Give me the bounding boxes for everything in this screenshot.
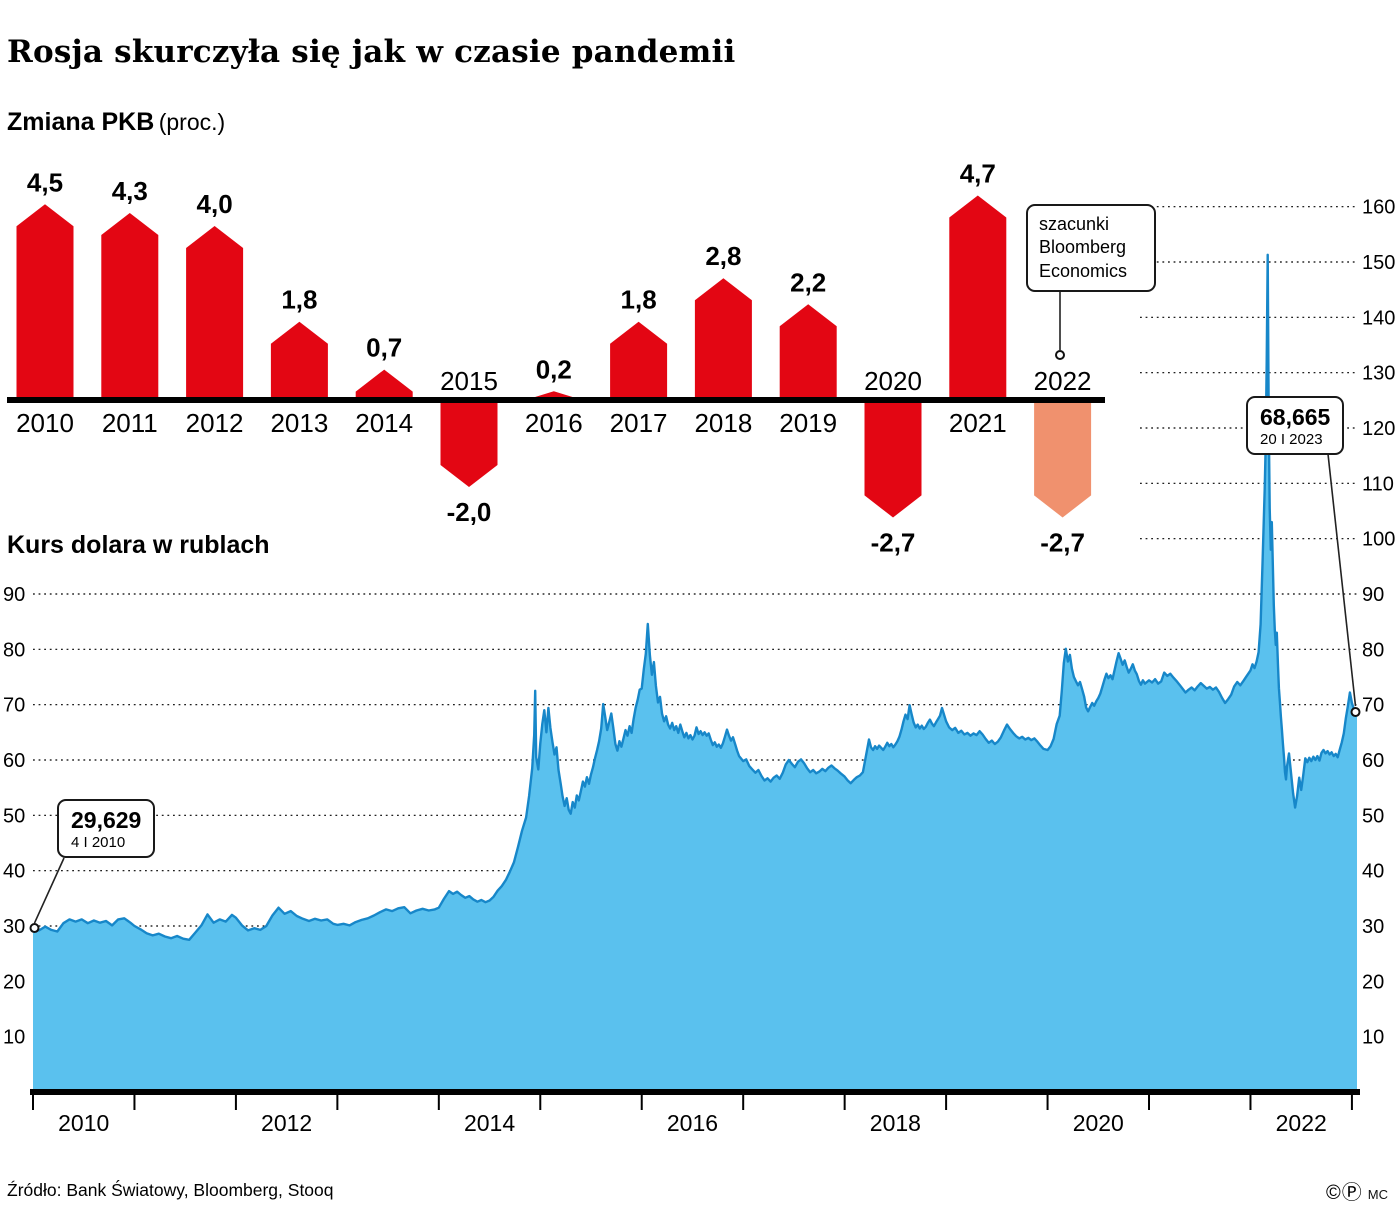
page-title: Rosja skurczyła się jak w czasie pandemi… [7, 34, 736, 70]
y-axis-label-right-130: 130 [1362, 363, 1395, 385]
y-axis-label-right-120: 120 [1362, 418, 1395, 440]
estimate-annotation: szacunki Bloomberg Economics [1026, 204, 1156, 293]
gdp-value-2017: 1,8 [621, 285, 657, 315]
gdp-value-2016: 0,2 [536, 354, 572, 384]
gdp-value-2013: 1,8 [281, 285, 317, 315]
gdp-bar-2022 [1034, 400, 1092, 518]
credits: ©Ⓟ MC [1326, 1176, 1388, 1205]
y-axis-label-right-90: 90 [1362, 584, 1384, 606]
y-axis-label-right-80: 80 [1362, 639, 1384, 661]
usdrub-area [33, 254, 1357, 1093]
annotation-marker [1055, 350, 1065, 360]
x-axis-label-2010: 2010 [58, 1110, 109, 1136]
gdp-value-2012: 4,0 [197, 189, 233, 219]
gdp-bar-2011 [101, 213, 159, 400]
y-axis-label-right-160: 160 [1362, 197, 1395, 219]
y-axis-label-right-140: 140 [1362, 307, 1395, 329]
gdp-value-2018: 2,8 [705, 241, 741, 271]
y-axis-label-left-60: 60 [3, 750, 25, 772]
x-axis-label-2014: 2014 [464, 1110, 515, 1136]
y-axis-label-left-70: 70 [3, 695, 25, 717]
gdp-value-2011: 4,3 [112, 176, 148, 206]
y-axis-label-right-30: 30 [1362, 916, 1384, 938]
gdp-bar-2018 [694, 278, 752, 400]
copyright-icons: ©Ⓟ [1326, 1182, 1363, 1204]
y-axis-label-left-90: 90 [3, 584, 25, 606]
gdp-chart-heading: Zmiana PKB (proc.) [7, 108, 225, 137]
gdp-value-2019: 2,2 [790, 267, 826, 297]
y-axis-label-left-20: 20 [3, 971, 25, 993]
start-value-callout: 29,629 4 I 2010 [57, 799, 156, 859]
y-axis-label-left-10: 10 [3, 1027, 25, 1049]
start-callout-connector [33, 857, 65, 924]
gdp-year-2015: 2015 [440, 366, 498, 396]
gdp-year-2021: 2021 [949, 408, 1007, 438]
end-value: 68,665 [1260, 404, 1331, 430]
footer: Źródło: Bank Światowy, Bloomberg, Stooq [7, 1180, 334, 1201]
end-callout-connector [1327, 453, 1357, 707]
gdp-year-2014: 2014 [355, 408, 413, 438]
source-note: Źródło: Bank Światowy, Bloomberg, Stooq [7, 1180, 334, 1200]
start-point-marker [29, 923, 40, 934]
x-axis-label-2016: 2016 [667, 1110, 718, 1136]
gdp-year-2020: 2020 [864, 366, 922, 396]
y-axis-label-left-40: 40 [3, 861, 25, 883]
start-value: 29,629 [71, 807, 142, 833]
usdrub-line [32, 253, 1358, 941]
gdp-bar-2012 [186, 226, 244, 400]
gdp-bar-2010 [16, 204, 74, 400]
gdp-value-2022: -2,7 [1040, 527, 1085, 557]
y-axis-label-left-50: 50 [3, 805, 25, 827]
gdp-year-2017: 2017 [610, 408, 668, 438]
gdp-value-2010: 4,5 [27, 167, 63, 197]
author-initials: MC [1367, 1187, 1388, 1202]
gdp-year-2010: 2010 [16, 408, 74, 438]
gdp-year-2022: 2022 [1034, 366, 1092, 396]
x-axis-label-2020: 2020 [1073, 1110, 1124, 1136]
end-date: 20 I 2023 [1260, 431, 1323, 449]
y-axis-label-left-80: 80 [3, 639, 25, 661]
start-date: 4 I 2010 [71, 834, 126, 852]
gdp-year-2016: 2016 [525, 408, 583, 438]
fx-chart-heading: Kurs dolara w rublach [7, 531, 270, 559]
gdp-bar-2013 [270, 321, 328, 400]
gdp-bar-2019 [779, 304, 837, 400]
gdp-bar-2017 [610, 321, 668, 400]
x-axis-label-2022: 2022 [1276, 1110, 1327, 1136]
x-axis-label-2012: 2012 [261, 1110, 312, 1136]
gdp-bar-2021 [949, 195, 1007, 400]
y-axis-label-right-20: 20 [1362, 971, 1384, 993]
gdp-value-2015: -2,0 [447, 497, 492, 527]
y-axis-label-right-150: 150 [1362, 252, 1395, 274]
gdp-value-2020: -2,7 [871, 527, 916, 557]
gdp-heading-suffix: (proc.) [158, 109, 226, 135]
end-value-callout: 68,665 20 I 2023 [1246, 396, 1345, 456]
gdp-year-2011: 2011 [102, 408, 158, 438]
gdp-value-2021: 4,7 [960, 159, 996, 189]
gdp-heading-main: Zmiana PKB [7, 108, 155, 136]
gdp-year-2013: 2013 [270, 408, 328, 438]
y-axis-label-right-10: 10 [1362, 1027, 1384, 1049]
gdp-value-2014: 0,7 [366, 333, 402, 363]
y-axis-label-right-100: 100 [1362, 529, 1395, 551]
y-axis-label-right-50: 50 [1362, 805, 1384, 827]
end-point-marker [1350, 707, 1361, 718]
y-axis-label-right-40: 40 [1362, 861, 1384, 883]
y-axis-label-right-60: 60 [1362, 750, 1384, 772]
x-axis-label-2018: 2018 [870, 1110, 921, 1136]
y-axis-label-left-30: 30 [3, 916, 25, 938]
gdp-bar-2020 [864, 400, 922, 518]
gdp-bar-2015 [440, 400, 498, 487]
gdp-bar-2014 [355, 369, 413, 400]
gdp-year-2012: 2012 [186, 408, 244, 438]
y-axis-label-right-110: 110 [1362, 473, 1394, 495]
y-axis-label-right-70: 70 [1362, 695, 1384, 717]
gdp-year-2018: 2018 [694, 408, 752, 438]
gdp-year-2019: 2019 [779, 408, 837, 438]
